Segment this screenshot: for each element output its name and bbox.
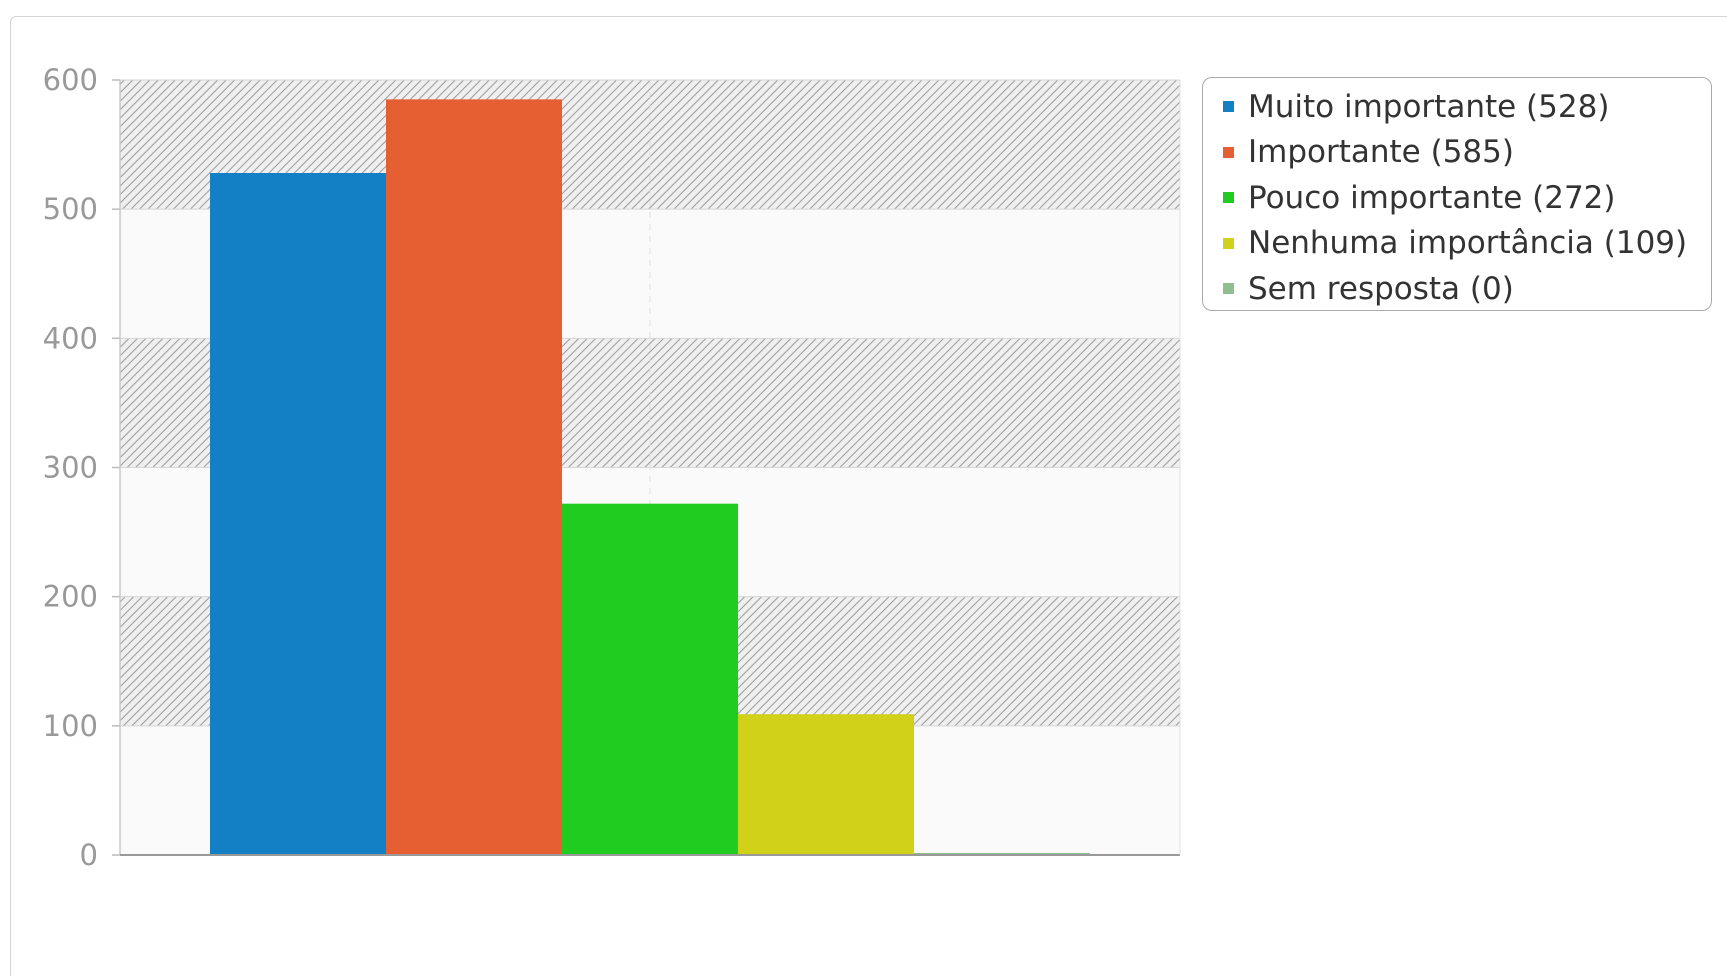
- bar: [210, 173, 386, 855]
- y-tick-label: 600: [43, 63, 98, 97]
- y-tick-label: 400: [43, 321, 98, 355]
- legend-swatch: [1223, 192, 1234, 204]
- legend-label: Sem resposta (0): [1248, 270, 1514, 307]
- bar: [738, 714, 914, 855]
- y-tick-label: 100: [43, 709, 98, 743]
- y-tick-label: 500: [43, 192, 98, 226]
- bars: [210, 99, 1090, 855]
- legend-label: Importante (585): [1248, 134, 1514, 171]
- legend-swatch: [1223, 146, 1234, 158]
- y-axis-ticks: 0 100 200 300 400 500 600: [43, 63, 120, 872]
- y-tick-label: 0: [80, 838, 98, 872]
- bar: [386, 99, 562, 855]
- legend-item: Nenhuma importância (109): [1223, 221, 1711, 267]
- chart-frame: [10, 16, 1727, 976]
- legend-item: Importante (585): [1223, 130, 1711, 176]
- y-tick-label: 300: [43, 451, 98, 485]
- legend-item: Sem resposta (0): [1223, 266, 1711, 312]
- legend-label: Muito importante (528): [1248, 88, 1610, 125]
- y-tick-label: 200: [43, 580, 98, 614]
- legend-swatch: [1223, 237, 1234, 249]
- legend-swatch: [1223, 101, 1234, 113]
- legend-label: Pouco importante (272): [1248, 179, 1616, 216]
- legend-item: Pouco importante (272): [1223, 175, 1711, 221]
- legend-item: Muito importante (528): [1223, 84, 1711, 130]
- legend-label: Nenhuma importância (109): [1248, 225, 1688, 262]
- legend: Muito importante (528) Importante (585) Po…: [1202, 77, 1712, 311]
- bar: [562, 503, 738, 855]
- legend-swatch: [1223, 283, 1234, 295]
- axes: [119, 80, 1181, 856]
